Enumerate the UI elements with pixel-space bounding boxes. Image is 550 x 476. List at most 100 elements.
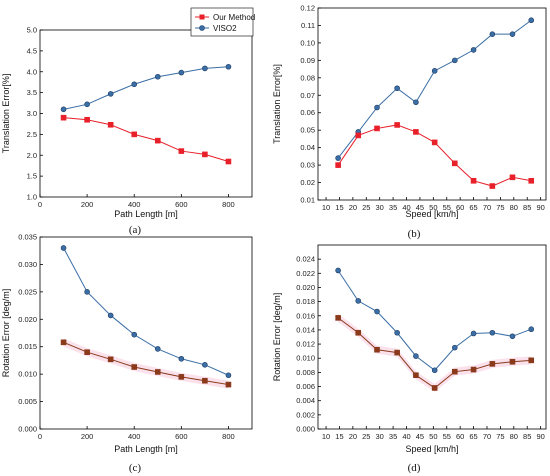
data-point-viso2: [131, 81, 138, 88]
x-tick-label: 45: [416, 432, 424, 441]
y-tick-label: 0.03: [300, 161, 315, 170]
y-tick-label: 0.08: [300, 73, 315, 82]
data-point-viso2: [451, 57, 458, 64]
data-point-our-method: [470, 178, 477, 184]
y-tick-label: 0.004: [296, 396, 315, 405]
x-tick-label: 35: [389, 203, 397, 212]
data-point-our-method: [84, 349, 90, 356]
data-point-our-method: [528, 357, 535, 364]
chart-panel-a: 0 200 400 600 800 1.0 1.5 2.0 2.5 3.0 3.5 4.0 4.5 5.0…: [1, 7, 255, 236]
data-point-viso2: [60, 106, 67, 113]
data-point-viso2: [335, 267, 341, 274]
y-tick-label: 2.0: [27, 151, 37, 160]
y-tick-label: 3.5: [27, 88, 37, 97]
x-tick-label: 15: [335, 432, 343, 441]
x-tick-label: 60: [456, 203, 464, 212]
data-point-our-method: [60, 339, 67, 346]
data-point-viso2: [509, 31, 516, 37]
x-tick-label: 10: [322, 432, 330, 441]
legend-marker-viso2: [199, 25, 205, 31]
y-tick-label: 0.11: [301, 21, 315, 30]
plot-frame: [317, 244, 547, 430]
data-point-our-method: [107, 121, 114, 128]
error-band: [63, 338, 229, 389]
data-point-our-method: [470, 366, 477, 373]
x-tick-label: 400: [128, 200, 141, 209]
x-tick-label: 50: [429, 432, 437, 441]
y-tick-label: 0.06: [300, 108, 315, 117]
series-line-our-method: [337, 124, 532, 187]
x-tick-label: 90: [536, 432, 544, 441]
y-tick-label: 0.008: [296, 368, 315, 377]
data-point-viso2: [489, 329, 496, 336]
x-tick-label: 90: [536, 203, 544, 212]
x-tick-label: 70: [483, 203, 491, 212]
x-tick-label: 20: [349, 203, 357, 212]
data-point-viso2: [202, 362, 208, 368]
y-tick-label: 4.0: [27, 67, 37, 76]
y-tick-label: 1.0: [27, 193, 37, 202]
data-point-our-method: [154, 137, 161, 144]
data-point-viso2: [84, 289, 90, 295]
x-tick-label: 200: [81, 432, 94, 441]
x-tick-label: 55: [443, 432, 451, 441]
data-point-our-method: [335, 162, 341, 168]
y-tick-label: 0.020: [18, 315, 37, 324]
series-line-viso2: [63, 66, 229, 110]
y-tick-label: 3.0: [27, 109, 37, 118]
x-tick-label: 50: [429, 203, 437, 212]
x-tick-label: 400: [128, 432, 141, 441]
data-point-our-method: [178, 374, 185, 380]
y-tick-label: 0.015: [18, 342, 37, 351]
data-point-viso2: [431, 367, 438, 374]
data-point-our-method: [131, 131, 138, 138]
x-tick-label: 75: [496, 432, 504, 441]
data-point-our-method: [355, 329, 362, 336]
x-axis-label: Speed [km/h]: [405, 444, 458, 454]
y-tick-label: 0.016: [296, 311, 315, 320]
data-point-our-method: [528, 178, 535, 184]
panel-caption: (d): [408, 462, 421, 474]
data-point-our-method: [413, 129, 419, 135]
data-point-viso2: [470, 47, 477, 53]
y-tick-label: 0.002: [296, 410, 315, 419]
plot-frame: [317, 7, 547, 201]
y-tick-label: 0.12: [300, 4, 315, 13]
y-tick-label: 0.035: [18, 233, 37, 242]
data-point-viso2: [374, 104, 380, 111]
y-tick-label: 2.5: [27, 130, 37, 139]
x-tick-label: 0: [38, 432, 42, 441]
legend-label-viso2: VISO2: [213, 24, 237, 33]
y-tick-label: 0.020: [296, 283, 315, 292]
x-tick-label: 800: [222, 200, 235, 209]
x-tick-label: 30: [376, 432, 384, 441]
y-tick-label: 4.5: [27, 46, 37, 55]
y-tick-label: 0.018: [296, 297, 315, 306]
x-tick-label: 35: [389, 432, 397, 441]
data-point-viso2: [178, 355, 185, 362]
data-point-our-method: [202, 151, 208, 158]
data-point-our-method: [431, 385, 438, 391]
series-line-our-method: [63, 341, 229, 386]
data-point-viso2: [84, 101, 90, 108]
y-tick-label: 0.05: [300, 126, 315, 135]
y-tick-label: 0.04: [300, 143, 315, 152]
data-point-viso2: [335, 155, 341, 161]
plot-frame: [39, 29, 253, 198]
data-point-viso2: [374, 308, 380, 315]
x-tick-label: 40: [402, 432, 410, 441]
y-tick-label: 0.010: [18, 370, 37, 379]
y-tick-label: 0.024: [296, 255, 315, 264]
data-point-our-method: [154, 369, 161, 375]
data-point-our-method: [489, 361, 496, 367]
x-tick-label: 10: [322, 203, 330, 212]
y-tick-label: 1.5: [27, 172, 37, 181]
series-line-viso2: [337, 270, 532, 371]
data-point-viso2: [154, 346, 161, 352]
series-line-our-method: [337, 317, 532, 389]
data-point-viso2: [431, 68, 438, 74]
data-point-our-method: [202, 377, 208, 384]
x-tick-label: 600: [175, 200, 188, 209]
plot-frame: [39, 236, 253, 430]
